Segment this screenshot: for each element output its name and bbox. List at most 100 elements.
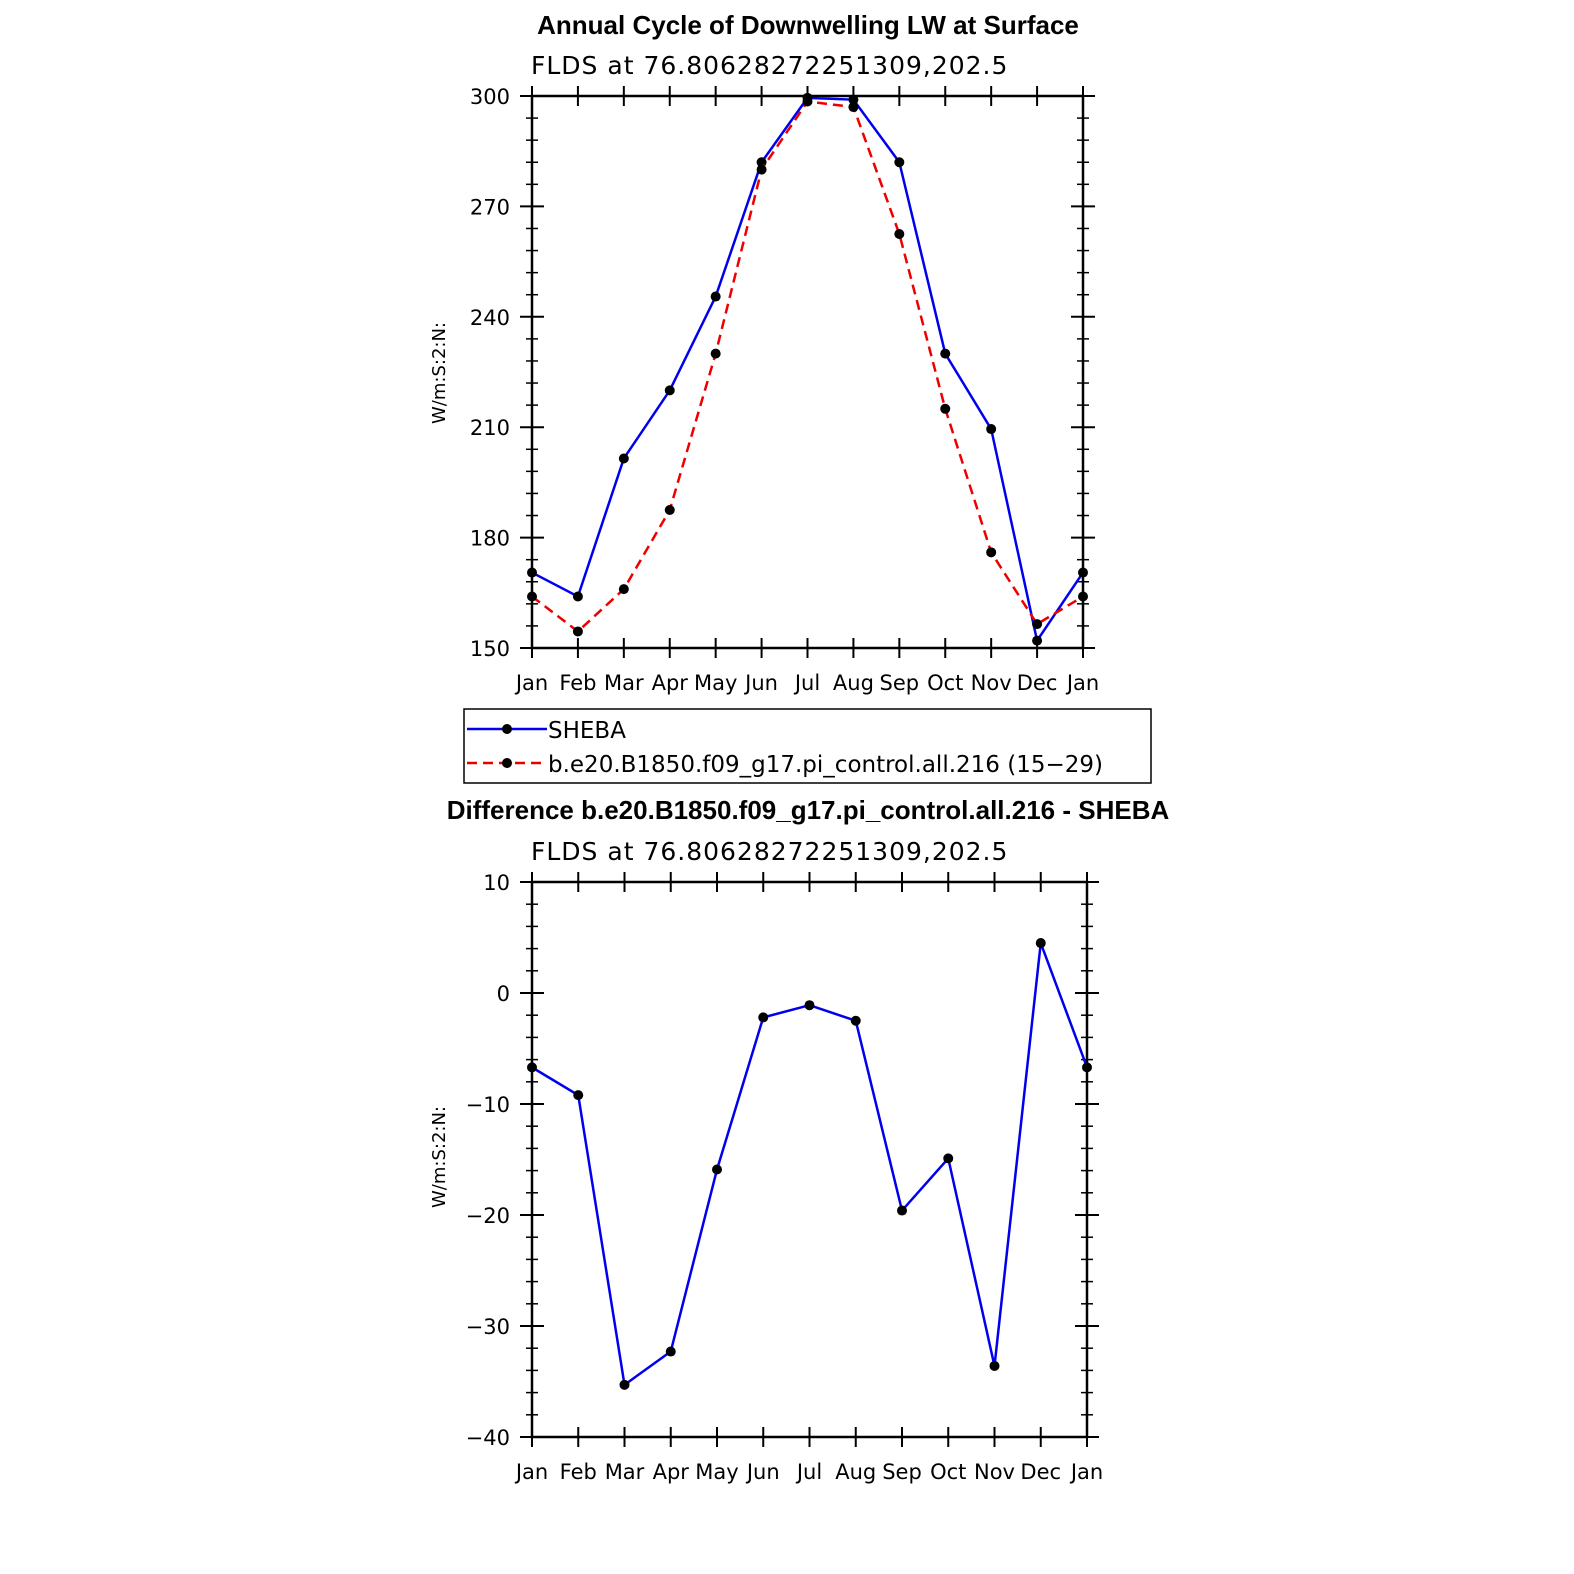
top-data-point (618, 584, 629, 595)
bottom-x-tick-label: Aug (835, 1460, 876, 1484)
top-data-point (572, 591, 583, 602)
legend-box (463, 708, 1152, 784)
top-y-axis-label: W/m:S:2:N: (429, 322, 450, 424)
top-x-tick-label: May (694, 671, 737, 695)
top-y-tick-label: 210 (470, 416, 510, 440)
bottom-y-tick-labels: −40 −30 −20 −10 0 10 (466, 871, 510, 1450)
bottom-x-tick-label: Jan (514, 1460, 548, 1484)
top-data-point (848, 94, 859, 105)
top-y-tick-label: 180 (470, 527, 510, 551)
top-x-tick-label: Sep (880, 671, 920, 695)
bottom-y-axis-label: W/m:S:2:N: (429, 1106, 450, 1208)
top-data-point (710, 291, 721, 302)
top-data-point (1078, 591, 1088, 602)
bottom-data-point (527, 1062, 537, 1073)
top-x-tick-label: Mar (604, 671, 644, 695)
legend-marker-sheba (502, 724, 512, 734)
top-data-point (664, 385, 675, 396)
top-data-point (618, 453, 629, 464)
bottom-x-tick-label: Jun (745, 1460, 780, 1484)
bottom-chart-title: Difference b.e20.B1850.f09_g17.pi_contro… (447, 795, 1170, 825)
top-data-point (1032, 619, 1043, 630)
top-series-line (531, 100, 1084, 634)
top-data-point (940, 403, 951, 414)
top-data-point (756, 164, 767, 175)
top-data-point (1032, 635, 1043, 646)
top-x-tick-label: Jan (514, 671, 548, 695)
bottom-x-tick-label: Oct (930, 1460, 966, 1484)
bottom-x-tick-label: Sep (882, 1460, 922, 1484)
top-x-tick-label: Aug (833, 671, 874, 695)
top-data-point (986, 547, 997, 558)
legend-marker-model (502, 758, 512, 768)
bottom-x-tick-label: Nov (974, 1460, 1015, 1484)
bottom-x-tick-label: Jul (795, 1460, 822, 1484)
top-x-tick-label: Oct (927, 671, 963, 695)
legend-label-sheba: SHEBA (548, 718, 626, 744)
top-data-point (572, 626, 583, 637)
bottom-data-point (619, 1379, 630, 1390)
top-data-point (894, 229, 905, 239)
top-y-tick-labels: 150 180 210 240 270 300 (470, 85, 510, 661)
legend: SHEBA b.e20.B1850.f09_g17.pi_control.all… (463, 708, 1152, 784)
bottom-y-tick-label: −20 (466, 1204, 510, 1228)
top-y-tick-label: 240 (470, 306, 510, 330)
bottom-data-point (712, 1164, 722, 1175)
top-y-tick-label: 150 (470, 637, 510, 661)
bottom-data-point (573, 1090, 584, 1101)
top-x-tick-label: Jun (743, 671, 778, 695)
top-chart-title: Annual Cycle of Downwelling LW at Surfac… (537, 10, 1079, 40)
bottom-y-tick-label: 10 (483, 871, 510, 895)
top-data-point (986, 424, 997, 435)
bottom-x-tick-label: Apr (653, 1460, 690, 1484)
bottom-data-point (989, 1360, 1000, 1371)
bottom-x-tick-label: Dec (1020, 1460, 1061, 1484)
top-data-point (710, 348, 721, 359)
legend-label-model: b.e20.B1850.f09_g17.pi_control.all.216 (… (548, 752, 1103, 778)
top-x-tick-label: Apr (652, 671, 689, 695)
bottom-data-point (665, 1346, 676, 1357)
top-data-point (894, 157, 905, 168)
top-x-tick-label: Jul (793, 671, 820, 695)
bottom-plot-frame (530, 880, 1089, 1439)
bottom-data-point (1082, 1062, 1092, 1073)
top-data-point (802, 96, 813, 107)
top-data-point (664, 505, 675, 515)
top-data-point (940, 348, 951, 359)
top-plot-axes (520, 86, 1095, 658)
top-series-line (531, 96, 1085, 644)
top-data-point (527, 591, 537, 602)
top-data-point (848, 102, 859, 113)
bottom-x-tick-label: Mar (605, 1460, 645, 1484)
bottom-y-tick-label: −10 (466, 1093, 510, 1117)
bottom-series-difference (527, 938, 1092, 1390)
bottom-data-point (1035, 938, 1046, 949)
bottom-data-point (943, 1153, 954, 1164)
bottom-chart-subtitle: FLDS at 76.80628272251309,202.5 (531, 837, 1008, 866)
bottom-data-point (758, 1012, 769, 1023)
top-y-tick-label: 300 (470, 85, 510, 109)
top-chart-subtitle: FLDS at 76.80628272251309,202.5 (531, 51, 1008, 80)
bottom-data-point (897, 1205, 907, 1216)
top-x-tick-label: Dec (1017, 671, 1058, 695)
top-series-sheba (527, 92, 1088, 646)
top-series-model (527, 96, 1088, 637)
bottom-y-tick-label: 0 (497, 982, 510, 1006)
top-x-tick-label: Jan (1065, 671, 1099, 695)
bottom-x-tick-label: May (695, 1460, 738, 1484)
top-x-tick-label: Feb (559, 671, 596, 695)
bottom-y-tick-label: −30 (466, 1315, 510, 1339)
bottom-y-tick-label: −40 (466, 1426, 510, 1450)
bottom-x-tick-label: Feb (560, 1460, 597, 1484)
bottom-plot-axes (520, 872, 1099, 1447)
top-y-tick-label: 270 (470, 195, 510, 219)
bottom-x-tick-label: Jan (1069, 1460, 1103, 1484)
top-x-tick-label: Nov (971, 671, 1012, 695)
bottom-data-point (804, 1000, 815, 1011)
top-x-tick-labels: Jan Feb Mar Apr May Jun Jul Aug Sep Oct Nov Dec Jan (514, 671, 1099, 695)
bottom-data-point (850, 1015, 861, 1026)
bottom-x-tick-labels: Jan Feb Mar Apr May Jun Jul Aug Sep Oct Nov Dec Jan (514, 1460, 1103, 1484)
top-data-point (527, 567, 537, 578)
top-data-point (1078, 567, 1088, 578)
